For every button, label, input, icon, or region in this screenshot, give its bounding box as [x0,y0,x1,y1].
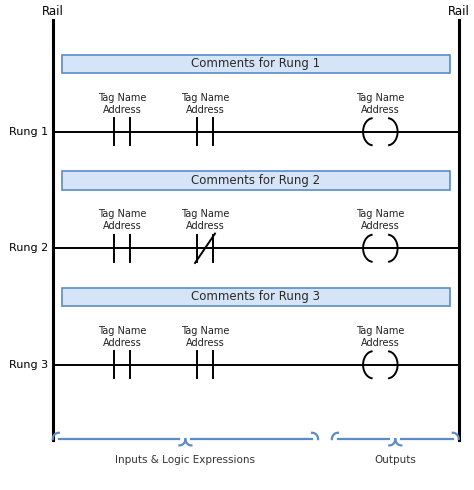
Text: Tag Name
Address: Tag Name Address [356,325,404,347]
Text: Comments for Rung 1: Comments for Rung 1 [191,57,320,70]
Text: Tag Name
Address: Tag Name Address [98,93,146,115]
Text: Rung 3: Rung 3 [9,360,48,370]
Text: Inputs & Logic Expressions: Inputs & Logic Expressions [115,455,255,465]
Text: Tag Name
Address: Tag Name Address [356,93,404,115]
Text: Tag Name
Address: Tag Name Address [181,325,229,347]
Text: Tag Name
Address: Tag Name Address [181,209,229,231]
Text: Tag Name
Address: Tag Name Address [98,209,146,231]
Text: Rail: Rail [448,4,470,18]
Text: Rail: Rail [42,4,64,18]
Text: Tag Name
Address: Tag Name Address [98,325,146,347]
FancyBboxPatch shape [62,171,449,190]
Text: Outputs: Outputs [374,455,416,465]
Text: Comments for Rung 3: Comments for Rung 3 [191,290,320,303]
FancyBboxPatch shape [62,54,449,73]
Text: Rung 2: Rung 2 [9,243,48,253]
Text: Comments for Rung 2: Comments for Rung 2 [191,174,320,187]
FancyBboxPatch shape [62,288,449,306]
Text: Tag Name
Address: Tag Name Address [356,209,404,231]
Text: Tag Name
Address: Tag Name Address [181,93,229,115]
Text: Rung 1: Rung 1 [9,127,48,137]
